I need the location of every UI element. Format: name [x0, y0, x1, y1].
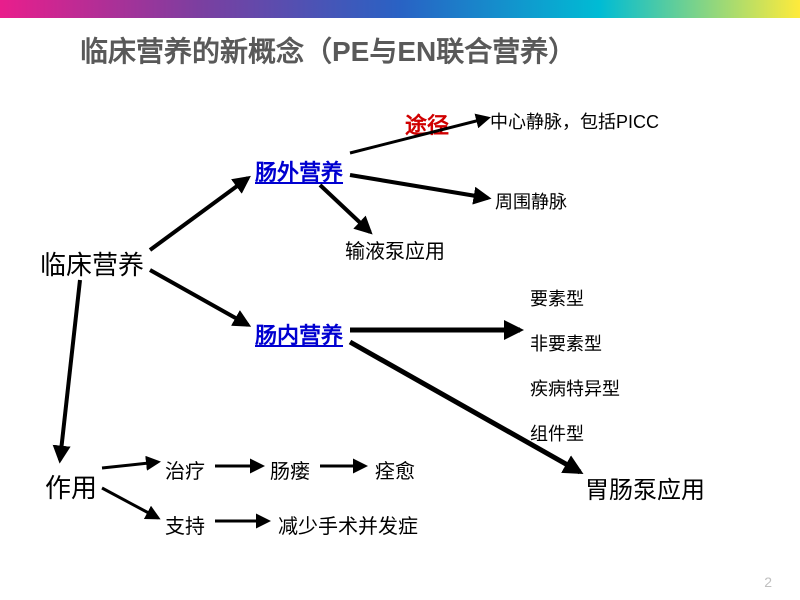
- node-reduce: 减少手术并发症: [278, 510, 418, 539]
- page-number: 2: [764, 574, 772, 590]
- node-support: 支持: [165, 510, 205, 539]
- node-route: 途径: [405, 108, 449, 140]
- node-heal: 痊愈: [375, 455, 415, 484]
- node-pump1: 输液泵应用: [345, 235, 445, 264]
- node-parenteral: 肠外营养: [255, 155, 343, 187]
- arrow-0: [150, 178, 248, 250]
- rainbow-bar: [0, 0, 800, 18]
- arrow-5: [320, 185, 370, 232]
- arrow-8: [102, 462, 158, 468]
- node-root: 临床营养: [40, 245, 144, 282]
- node-fistula: 肠瘘: [270, 455, 310, 484]
- rainbow-svg: [0, 0, 800, 18]
- node-elemental: 要素型: [530, 285, 584, 311]
- node-treat: 治疗: [165, 455, 205, 484]
- arrow-1: [150, 270, 248, 325]
- node-enteral: 肠内营养: [255, 318, 343, 350]
- arrow-7: [350, 342, 580, 472]
- node-modular: 组件型: [530, 420, 584, 446]
- node-pump2: 胃肠泵应用: [585, 470, 705, 505]
- arrow-9: [102, 488, 158, 518]
- node-central: 中心静脉，包括PICC: [490, 108, 659, 134]
- node-peripheral: 周围静脉: [495, 188, 567, 214]
- node-nonelem: 非要素型: [530, 330, 602, 356]
- arrow-4: [350, 175, 488, 198]
- arrow-2: [60, 280, 80, 460]
- node-effect: 作用: [45, 468, 97, 505]
- node-disease: 疾病特异型: [530, 375, 620, 401]
- slide-title: 临床营养的新概念（PE与EN联合营养）: [80, 30, 576, 70]
